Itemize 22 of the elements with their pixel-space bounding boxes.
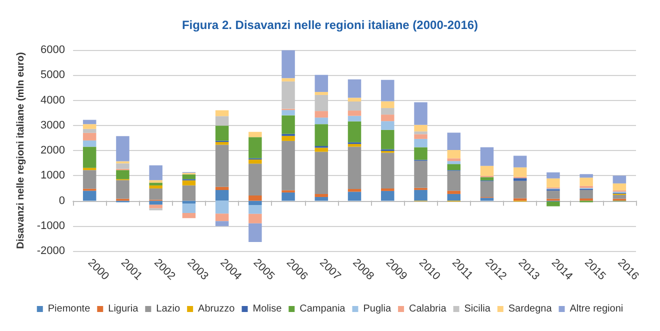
legend-label: Altre regioni xyxy=(570,304,624,314)
y-axis-title: Disavanzi nelle regioni italiane (mln euro) xyxy=(16,52,26,249)
legend-label: Campania xyxy=(300,304,346,314)
legend-label: Liguria xyxy=(108,304,139,314)
legend-label: Lazio xyxy=(156,304,180,314)
y-tick-label: -2000 xyxy=(36,245,66,257)
y-tick-label: 4000 xyxy=(40,94,66,106)
legend-label: Puglia xyxy=(363,304,392,314)
y-tick-label: 2000 xyxy=(40,144,66,156)
legend-label: Calabria xyxy=(409,304,447,314)
y-tick-label: 6000 xyxy=(40,44,66,56)
y-tick-label: 0 xyxy=(58,194,66,207)
legend-label: Abruzzo xyxy=(198,304,236,314)
y-tick-label: 5000 xyxy=(40,69,66,82)
y-tick-label: 1000 xyxy=(40,170,66,182)
chart-title: Figura 2. Disavanzi nelle regioni italiane (2000-2016) xyxy=(182,18,478,32)
legend-label: Piemonte xyxy=(48,304,91,314)
legend-label: Molise xyxy=(252,304,282,314)
legend-label: Sardegna xyxy=(508,304,552,314)
legend-label: Sicilia xyxy=(464,304,491,314)
y-tick-label: 3000 xyxy=(40,119,66,132)
y-tick-label: -1000 xyxy=(36,220,66,232)
